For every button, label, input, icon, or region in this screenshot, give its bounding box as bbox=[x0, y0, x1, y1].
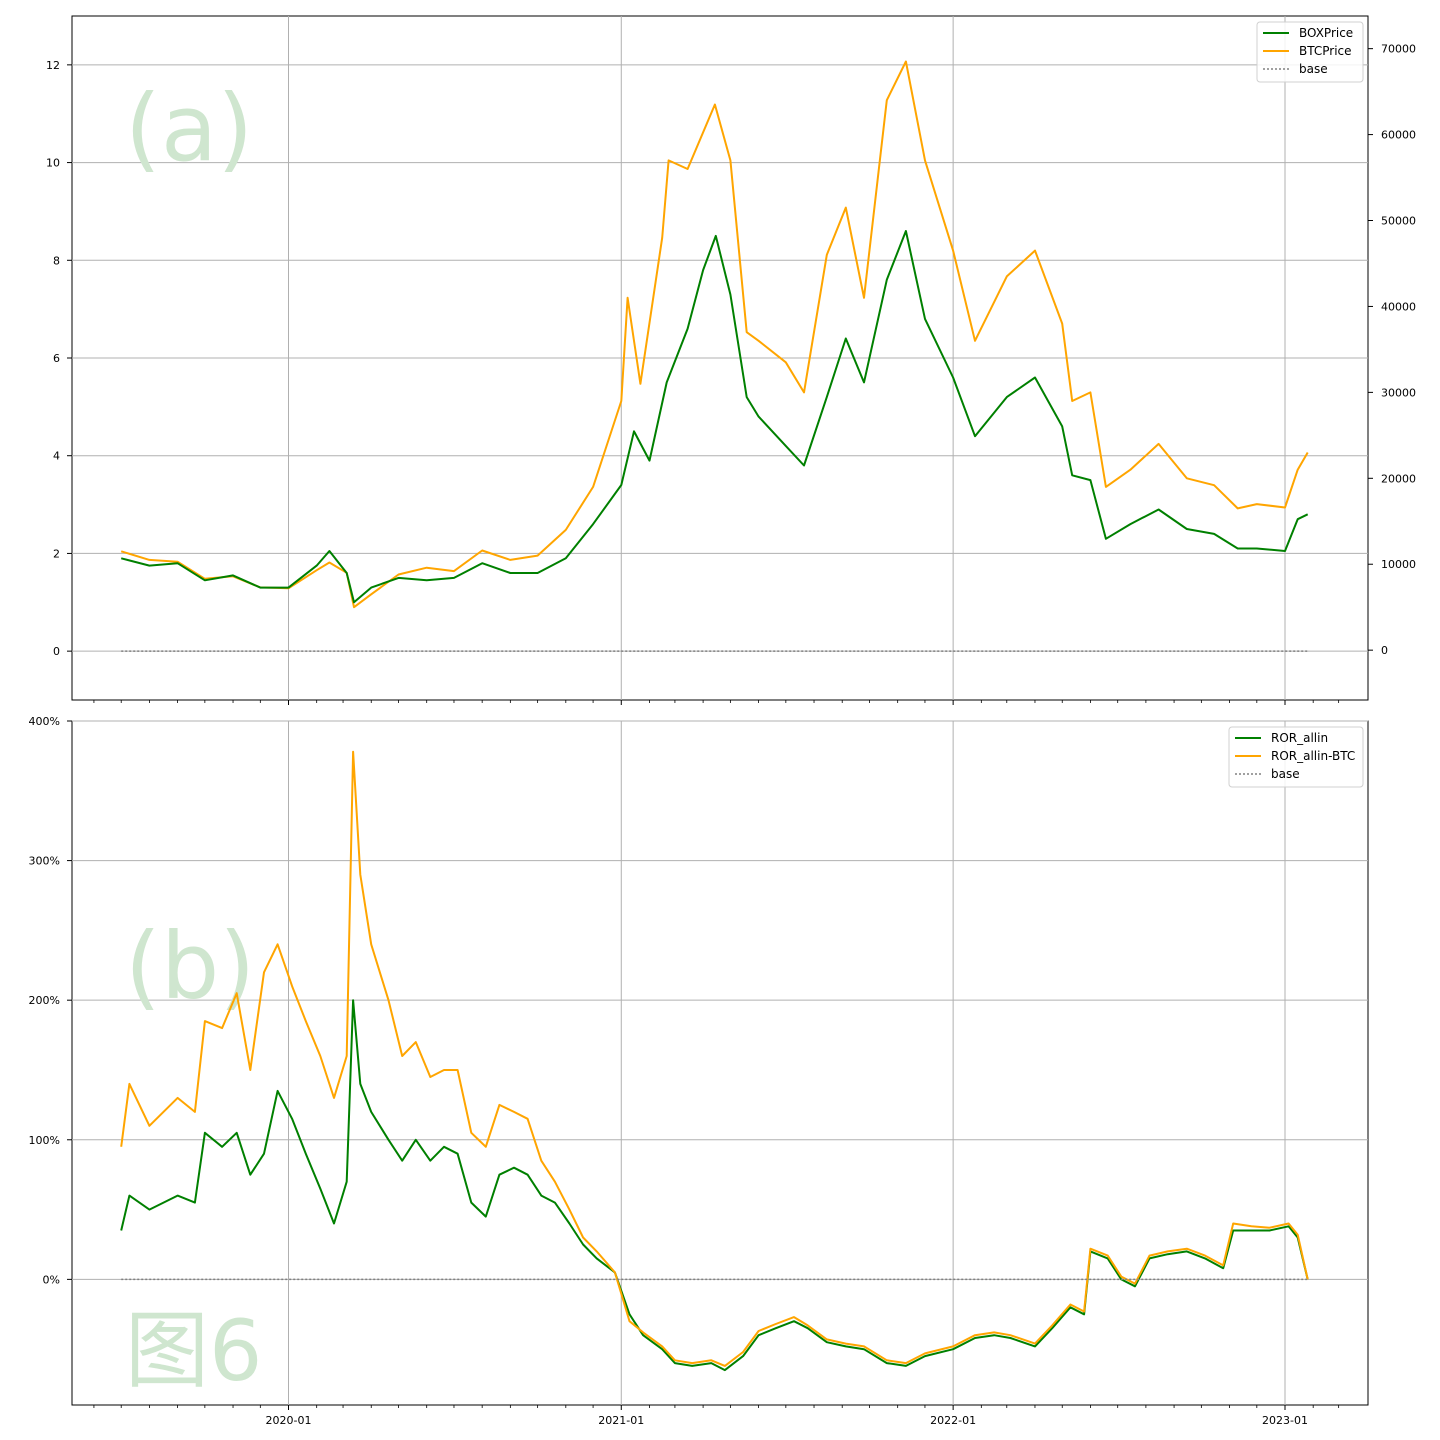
y-right-tick-label: 60000 bbox=[1381, 129, 1416, 142]
panel-b-lines bbox=[120, 750, 1309, 1372]
panel-a-x-axis bbox=[93, 700, 1340, 705]
series-line-boxprice bbox=[120, 230, 1309, 604]
y-right-tick-label: 40000 bbox=[1381, 300, 1416, 313]
x-tick-label: 2022-01 bbox=[930, 1414, 976, 1427]
y-tick-label: 2 bbox=[53, 547, 60, 560]
panel-a-lines bbox=[120, 60, 1309, 652]
panel-b-label: (b) bbox=[125, 913, 255, 1020]
legend-label: BTCPrice bbox=[1299, 44, 1352, 58]
series-line-ror_allin-btc bbox=[120, 750, 1309, 1367]
panel-b: 0% 100% 200% 300% 400% 2020-01 2021-01 2022-01… bbox=[29, 715, 1369, 1427]
y-tick-label: 0 bbox=[53, 645, 60, 658]
legend-box bbox=[1228, 726, 1364, 788]
panel-a-label: (a) bbox=[125, 75, 253, 182]
y-tick-label: 4 bbox=[53, 450, 60, 463]
panel-a-legend: BOXPrice BTCPrice base bbox=[1256, 21, 1364, 83]
series-line-ror_allin bbox=[120, 999, 1309, 1372]
y-right-tick-label: 70000 bbox=[1381, 43, 1416, 56]
y-right-tick-label: 30000 bbox=[1381, 386, 1416, 399]
x-tick-label: 2023-01 bbox=[1262, 1414, 1308, 1427]
legend-box bbox=[1256, 21, 1364, 83]
legend-label: ROR_allin-BTC bbox=[1271, 749, 1355, 763]
legend-label: ROR_allin bbox=[1271, 731, 1328, 745]
y-right-tick-label: 20000 bbox=[1381, 472, 1416, 485]
panel-a-right-axis: 0 10000 20000 30000 40000 50000 60000 70000 bbox=[1368, 43, 1416, 657]
y-tick-label: 0% bbox=[43, 1273, 60, 1286]
y-tick-label: 300% bbox=[29, 855, 60, 868]
panel-b-left-axis: 0% 100% 200% 300% 400% bbox=[29, 715, 72, 1286]
x-tick-label: 2020-01 bbox=[266, 1414, 312, 1427]
y-tick-label: 10 bbox=[46, 157, 60, 170]
panel-a: 0 2 4 6 8 10 12 0 10000 20000 30000 40000 50000 6000… bbox=[46, 15, 1416, 705]
panel-b-grid bbox=[72, 720, 1368, 1405]
y-tick-label: 8 bbox=[53, 254, 60, 267]
panel-a-left-axis: 0 2 4 6 8 10 12 bbox=[46, 59, 72, 658]
y-right-tick-label: 50000 bbox=[1381, 215, 1416, 228]
legend-label: base bbox=[1299, 62, 1328, 76]
legend-label: BOXPrice bbox=[1299, 26, 1353, 40]
x-tick-label: 2021-01 bbox=[598, 1414, 644, 1427]
y-tick-label: 6 bbox=[53, 352, 60, 365]
y-tick-label: 400% bbox=[29, 715, 60, 728]
legend-label: base bbox=[1271, 767, 1300, 781]
y-tick-label: 12 bbox=[46, 59, 60, 72]
y-right-tick-label: 0 bbox=[1381, 644, 1388, 657]
panel-b-x-axis: 2020-01 2021-01 2022-01 2023-01 bbox=[93, 1405, 1340, 1427]
figure-label: 图6 bbox=[125, 1302, 262, 1400]
y-tick-label: 100% bbox=[29, 1134, 60, 1147]
panel-a-grid bbox=[72, 16, 1368, 700]
y-right-tick-label: 10000 bbox=[1381, 558, 1416, 571]
y-tick-label: 200% bbox=[29, 994, 60, 1007]
